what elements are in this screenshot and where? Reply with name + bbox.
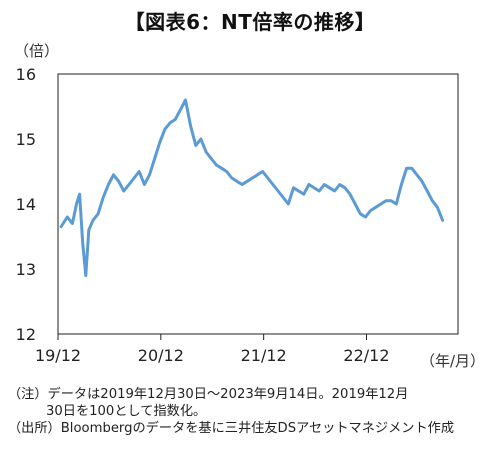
x-tick-label: 22/12 [343,346,389,365]
x-tick-label: 20/12 [138,346,184,365]
line-chart: 12 13 14 15 16 19/12 20/12 21/12 22/12 [16,65,459,365]
footnotes: （注）データは2019年12月30日～2023年9月14日。2019年12月 3… [8,386,498,437]
nt-ratio-series-line [59,98,445,277]
note-line-2: 30日を100として指数化。 [46,404,207,419]
y-tick-label: 12 [16,325,36,344]
chart-title: 【図表6：NT倍率の推移】 [124,10,376,34]
x-ticks: 19/12 20/12 21/12 22/12 [35,334,390,365]
source-line: （出所）Bloombergのデータを基に三井住友DSアセットマネジメント作成 [8,421,455,436]
y-tick-label: 13 [16,260,36,279]
y-axis-unit: （倍） [14,42,60,60]
x-tick-label: 21/12 [241,346,287,365]
y-tick-label: 16 [16,65,36,84]
plot-area-border [57,73,459,335]
note-line-1: （注）データは2019年12月30日～2023年9月14日。2019年12月 [8,387,409,402]
x-tick-label: 19/12 [35,346,81,365]
y-tick-labels: 12 13 14 15 16 [16,65,36,344]
y-tick-label: 15 [16,130,36,149]
x-axis-unit: （年/月） [420,352,486,370]
y-tick-label: 14 [16,195,36,214]
